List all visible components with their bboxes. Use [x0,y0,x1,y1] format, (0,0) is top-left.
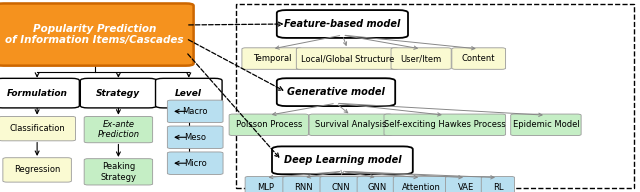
Text: User/Item: User/Item [401,54,442,63]
Text: Deep Learning model: Deep Learning model [284,155,401,165]
FancyBboxPatch shape [277,78,395,106]
Text: Attention: Attention [402,183,440,192]
Text: Classification: Classification [9,124,65,133]
FancyBboxPatch shape [0,78,79,108]
FancyBboxPatch shape [445,176,486,192]
FancyBboxPatch shape [168,126,223,149]
FancyBboxPatch shape [277,10,408,38]
FancyBboxPatch shape [84,159,152,185]
FancyBboxPatch shape [393,176,449,192]
Text: RL: RL [493,183,503,192]
FancyBboxPatch shape [391,48,451,69]
FancyBboxPatch shape [320,176,361,192]
FancyBboxPatch shape [168,152,223,174]
FancyBboxPatch shape [481,176,515,192]
FancyBboxPatch shape [0,3,193,66]
FancyBboxPatch shape [384,114,506,136]
Text: MLP: MLP [257,183,274,192]
Text: Level: Level [175,89,202,98]
FancyBboxPatch shape [3,158,72,182]
Text: Epidemic Model: Epidemic Model [513,120,579,129]
Text: Poisson Process: Poisson Process [236,120,302,129]
Text: Survival Analysis: Survival Analysis [315,120,387,129]
Text: Local/Global Structure: Local/Global Structure [301,54,394,63]
Text: Generative model: Generative model [287,87,385,97]
FancyBboxPatch shape [229,114,308,136]
Text: Strategy: Strategy [97,89,140,98]
Text: Macro: Macro [182,107,208,116]
FancyBboxPatch shape [168,100,223,123]
Text: Formulation: Formulation [6,89,68,98]
Text: VAE: VAE [458,183,474,192]
Text: Self-exciting Hawkes Process: Self-exciting Hawkes Process [384,120,506,129]
FancyBboxPatch shape [84,116,152,143]
FancyBboxPatch shape [272,146,413,174]
FancyBboxPatch shape [245,176,286,192]
Text: Ex-ante
Prediction: Ex-ante Prediction [97,120,140,139]
Text: Micro: Micro [184,159,207,168]
Text: RNN: RNN [294,183,313,192]
Text: GNN: GNN [368,183,387,192]
Text: Content: Content [462,54,495,63]
Text: Popularity Prediction
of Information Items/Cascades: Popularity Prediction of Information Ite… [6,24,184,45]
Text: CNN: CNN [331,183,350,192]
Bar [236,4,634,188]
FancyBboxPatch shape [0,116,76,141]
Text: Meso: Meso [184,133,206,142]
Text: Regression: Regression [14,166,60,174]
FancyBboxPatch shape [81,78,156,108]
FancyBboxPatch shape [309,114,392,136]
Text: Peaking
Strategy: Peaking Strategy [100,162,136,182]
FancyBboxPatch shape [296,48,399,69]
FancyBboxPatch shape [511,114,581,136]
FancyBboxPatch shape [283,176,324,192]
Text: Temporal: Temporal [253,54,291,63]
FancyBboxPatch shape [357,176,398,192]
Text: Feature-based model: Feature-based model [284,19,401,29]
FancyBboxPatch shape [156,78,222,108]
FancyBboxPatch shape [452,48,506,69]
FancyBboxPatch shape [242,48,302,69]
